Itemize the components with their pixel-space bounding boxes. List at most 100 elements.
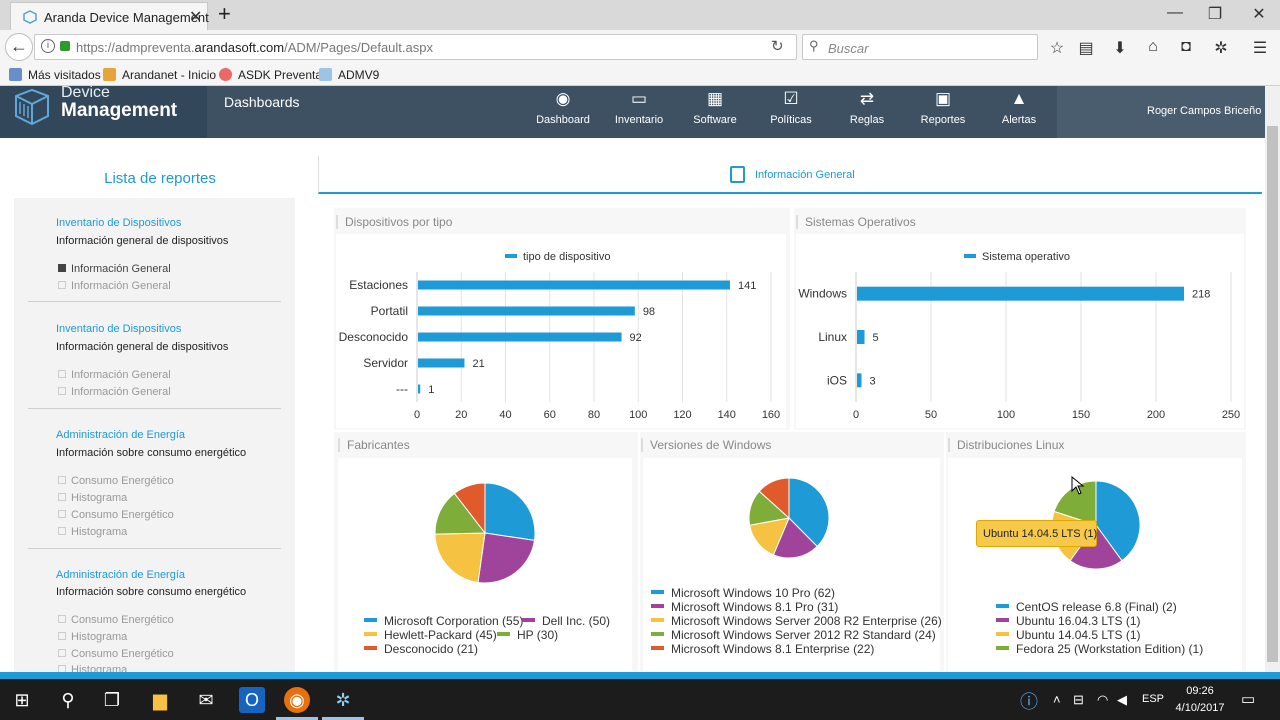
report-item[interactable]: Consumo Energético bbox=[58, 648, 174, 660]
report-title[interactable]: Información sobre consumo energético bbox=[56, 447, 247, 459]
bookmark-item[interactable]: Más visitados bbox=[9, 68, 101, 82]
checkbox-icon bbox=[58, 527, 66, 535]
bookmark-item[interactable]: Arandanet - Inicio bbox=[103, 68, 216, 82]
nav-politicas[interactable]: ☑ Políticas bbox=[751, 88, 831, 126]
outlook-icon[interactable]: O bbox=[239, 687, 265, 713]
user-menu[interactable]: Roger Campos Briceño bbox=[1057, 86, 1265, 138]
report-category[interactable]: Administración de Energía bbox=[56, 569, 186, 581]
report-title[interactable]: Información sobre consumo energético bbox=[56, 586, 247, 598]
new-tab-button[interactable]: + bbox=[218, 1, 231, 26]
home-icon[interactable]: ⌂ bbox=[1148, 38, 1158, 55]
logo[interactable]: Device Management bbox=[0, 84, 207, 138]
page-scrollbar[interactable] bbox=[1265, 86, 1280, 672]
report-item[interactable]: Información General bbox=[58, 280, 171, 292]
report-category[interactable]: Inventario de Dispositivos bbox=[56, 323, 182, 335]
report-item[interactable]: Consumo Energético bbox=[58, 475, 174, 487]
legend-item[interactable]: Ubuntu 14.04.5 LTS (1) bbox=[996, 628, 1141, 642]
menu-icon[interactable]: ☰ bbox=[1252, 40, 1268, 57]
report-item[interactable]: Histograma bbox=[58, 492, 127, 504]
bookmark-item[interactable]: ASDK Preventa bbox=[219, 68, 322, 82]
report-item[interactable]: Información General bbox=[58, 386, 171, 398]
report-item[interactable]: Consumo Energético bbox=[58, 509, 174, 521]
browser-tab[interactable]: Aranda Device Management ✕ bbox=[10, 2, 209, 30]
pocket-icon[interactable]: ◘ bbox=[1181, 38, 1191, 55]
action-center-icon[interactable]: ▭ bbox=[1241, 691, 1256, 708]
legend-item[interactable]: Microsoft Windows 8.1 Enterprise (22) bbox=[651, 642, 874, 656]
task-view-icon[interactable]: ❐ bbox=[103, 690, 121, 710]
checkbox-icon bbox=[58, 264, 66, 272]
scrollbar-thumb[interactable] bbox=[1267, 126, 1278, 662]
browser-tabbar: Aranda Device Management ✕ + — ❐ ✕ bbox=[0, 0, 1280, 30]
extension-icon[interactable]: ✲ bbox=[1214, 40, 1228, 57]
legend-item[interactable]: Microsoft Windows Server 2008 R2 Enterpr… bbox=[651, 614, 942, 628]
nav-inventario[interactable]: ▭ Inventario bbox=[599, 88, 679, 126]
legend-item[interactable]: CentOS release 6.8 (Final) (2) bbox=[996, 600, 1177, 614]
nav-reglas[interactable]: ⇄ Reglas bbox=[827, 88, 907, 126]
close-window-icon[interactable]: ✕ bbox=[1252, 6, 1266, 23]
back-button[interactable]: ← bbox=[5, 33, 33, 61]
clock-time[interactable]: 09:26 bbox=[1186, 685, 1214, 697]
report-item[interactable]: Histograma bbox=[58, 631, 127, 643]
minimize-icon[interactable]: — bbox=[1167, 4, 1183, 21]
url-text: https://admpreventa.arandasoft.com/ADM/P… bbox=[76, 40, 433, 55]
tab-informacion-general[interactable]: Información General bbox=[755, 169, 855, 181]
url-bar[interactable]: i https://admpreventa.arandasoft.com/ADM… bbox=[34, 34, 797, 60]
report-category[interactable]: Inventario de Dispositivos bbox=[56, 217, 182, 229]
report-title[interactable]: Información general de dispositivos bbox=[56, 341, 229, 353]
nav-alertas[interactable]: ▲ Alertas bbox=[979, 88, 1059, 126]
legend-item[interactable]: Dell Inc. (50) bbox=[522, 614, 610, 628]
nav-software[interactable]: ▦ Software bbox=[675, 88, 755, 126]
legend-item[interactable]: Microsoft Windows Server 2012 R2 Standar… bbox=[651, 628, 936, 642]
legend-item[interactable]: Fedora 25 (Workstation Edition) (1) bbox=[996, 642, 1203, 656]
bookmark-item[interactable]: ADMV9 bbox=[319, 68, 379, 82]
tab-close-icon[interactable]: ✕ bbox=[189, 9, 203, 26]
volume-icon[interactable]: ◀ bbox=[1117, 692, 1127, 707]
notification-info-icon[interactable]: ⓘ bbox=[1020, 692, 1038, 712]
firefox-icon[interactable]: ◉ bbox=[284, 687, 310, 713]
search-icon[interactable]: ⚲ bbox=[61, 690, 75, 710]
reload-icon[interactable]: ↻ bbox=[771, 38, 784, 55]
report-category[interactable]: Administración de Energía bbox=[56, 429, 186, 441]
legend-item[interactable]: Microsoft Windows 10 Pro (62) bbox=[651, 586, 835, 600]
report-item[interactable]: Consumo Energético bbox=[58, 614, 174, 626]
wifi-icon[interactable]: ◠ bbox=[1097, 692, 1109, 707]
category-label: Estaciones bbox=[349, 278, 408, 292]
legend-label: Hewlett-Packard (45) bbox=[384, 628, 497, 642]
search-input[interactable]: ⚲ Buscar bbox=[802, 34, 1038, 60]
network-icon[interactable]: ⊟ bbox=[1073, 692, 1084, 707]
legend-item[interactable]: HP (30) bbox=[497, 628, 558, 642]
x-tick-label: 50 bbox=[925, 409, 937, 421]
rules-icon: ⇄ bbox=[859, 89, 875, 108]
legend-swatch bbox=[651, 646, 664, 650]
report-item[interactable]: Histograma bbox=[58, 526, 127, 538]
legend-item[interactable]: Microsoft Windows 8.1 Pro (31) bbox=[651, 600, 838, 614]
windows-start-icon[interactable]: ⊞ bbox=[14, 690, 30, 710]
download-icon[interactable]: ⬇ bbox=[1113, 40, 1127, 57]
legend-swatch bbox=[522, 618, 535, 622]
aranda-favicon-icon bbox=[23, 10, 37, 24]
legend-label: Microsoft Corporation (55) bbox=[384, 614, 524, 628]
mail-icon[interactable]: ✉ bbox=[198, 690, 214, 710]
report-item[interactable]: Información General bbox=[58, 369, 171, 381]
nav-dashboard[interactable]: ◉ Dashboard bbox=[523, 88, 603, 126]
legend-item[interactable]: Ubuntu 16.04.3 LTS (1) bbox=[996, 614, 1141, 628]
aranda-app-icon[interactable]: ✲ bbox=[335, 690, 351, 710]
report-title[interactable]: Información general de dispositivos bbox=[56, 235, 229, 247]
report-item[interactable]: Información General bbox=[58, 263, 171, 275]
info-icon[interactable]: i bbox=[41, 39, 55, 53]
report-item[interactable]: Histograma bbox=[58, 664, 127, 672]
bar-value-label: 5 bbox=[873, 332, 879, 344]
reading-list-icon[interactable]: ▤ bbox=[1078, 40, 1094, 57]
legend-item[interactable]: Hewlett-Packard (45) bbox=[364, 628, 497, 642]
pie-slice bbox=[758, 477, 790, 520]
chevron-up-icon[interactable]: ˄ bbox=[1053, 692, 1061, 707]
file-explorer-icon[interactable]: ▆ bbox=[153, 690, 167, 710]
legend-item[interactable]: Microsoft Corporation (55) bbox=[364, 614, 523, 628]
bookmark-star-icon[interactable]: ☆ bbox=[1049, 40, 1065, 57]
nav-reportes[interactable]: ▣ Reportes bbox=[903, 88, 983, 126]
legend-item[interactable]: Desconocido (21) bbox=[364, 642, 478, 656]
restore-icon[interactable]: ❐ bbox=[1207, 6, 1223, 23]
clock-date[interactable]: 4/10/2017 bbox=[1175, 702, 1225, 714]
language-indicator[interactable]: ESP bbox=[1142, 693, 1165, 705]
